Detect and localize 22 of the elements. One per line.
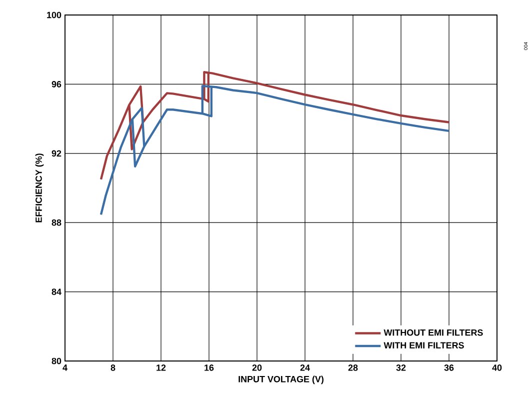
y-axis-title: EFFICIENCY (%): [35, 154, 44, 222]
y-tick-label: 96: [52, 81, 62, 88]
y-tick-label: 84: [52, 288, 62, 295]
x-tick-label: 20: [252, 364, 262, 371]
x-axis-title: INPUT VOLTAGE (V): [238, 376, 324, 384]
x-tick-label: 8: [110, 364, 116, 371]
y-tick-label: 88: [52, 219, 62, 226]
x-tick-label: 24: [300, 364, 310, 371]
x-tick-label: 28: [348, 364, 358, 371]
x-tick-label: 4: [62, 364, 68, 371]
line-series: [100, 84, 450, 216]
x-tick-label: 16: [204, 364, 214, 371]
x-tick-label: 36: [444, 364, 454, 371]
x-tick-label: 12: [156, 364, 166, 371]
legend-label: WITH EMI FILTERS: [384, 342, 464, 348]
x-tick-label: 32: [396, 364, 406, 371]
legend-label: WITHOUT EMI FILTERS: [384, 329, 483, 336]
y-tick-label: 80: [52, 358, 62, 364]
y-tick-label: 92: [52, 150, 62, 157]
x-tick-label: 40: [492, 364, 502, 371]
line-series: [100, 70, 450, 180]
y-tick-label: 100: [47, 12, 62, 18]
